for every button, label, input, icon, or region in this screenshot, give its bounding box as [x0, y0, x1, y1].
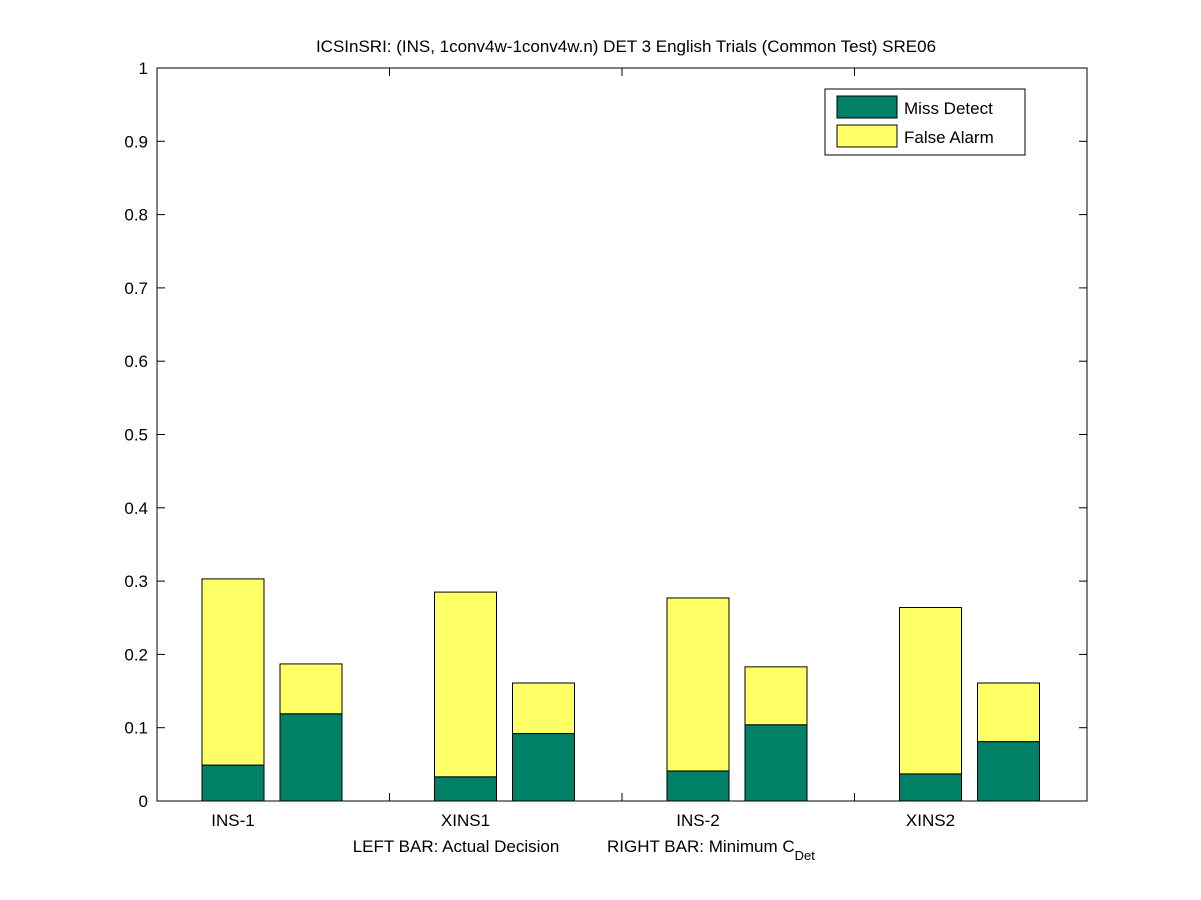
bar-minimum-false-alarm — [744, 666, 808, 726]
bar-actual-miss-detect — [201, 764, 265, 802]
y-tick-label: 0.8 — [124, 206, 148, 225]
bar-actual-false-alarm — [434, 591, 497, 778]
bar-minimum-false-alarm — [977, 682, 1040, 743]
y-tick-label: 0.5 — [124, 426, 148, 445]
bar-minimum-false-alarm — [279, 663, 343, 715]
bar-minimum-miss-detect — [279, 713, 343, 802]
x-axis-label-left: LEFT BAR: Actual Decision — [353, 837, 560, 856]
bar-minimum-miss-detect — [977, 741, 1040, 802]
x-tick-label: INS-1 — [211, 811, 254, 830]
y-tick-label: 0.7 — [124, 279, 148, 298]
legend-swatch-miss-detect — [836, 95, 898, 119]
legend-swatch-false-alarm — [836, 124, 898, 148]
y-tick-label: 1 — [139, 59, 148, 78]
y-tick-label: 0.2 — [124, 645, 148, 664]
bar-actual-miss-detect — [666, 770, 730, 802]
y-tick-label: 0.3 — [124, 572, 148, 591]
bar-actual-miss-detect — [899, 773, 962, 802]
legend-label-miss-detect: Miss Detect — [904, 99, 993, 118]
y-tick-label: 0 — [139, 792, 148, 811]
bar-actual-false-alarm — [899, 606, 962, 775]
x-tick-label: XINS1 — [441, 811, 490, 830]
bar-minimum-miss-detect — [744, 724, 808, 802]
y-tick-label: 0.6 — [124, 352, 148, 371]
plot-frame — [156, 67, 1088, 802]
bars — [201, 578, 1040, 802]
bar-actual-miss-detect — [434, 776, 497, 802]
x-axis-label-right-sub: Det — [795, 848, 816, 863]
x-tick-label: INS-2 — [676, 811, 719, 830]
legend-label-false-alarm: False Alarm — [904, 128, 994, 147]
x-axis-label-right-main: RIGHT BAR: Minimum C — [607, 837, 795, 856]
bar-actual-false-alarm — [201, 578, 265, 766]
bar-minimum-false-alarm — [512, 682, 575, 735]
chart-title: ICSInSRI: (INS, 1conv4w-1conv4w.n) DET 3… — [316, 37, 936, 56]
y-tick-label: 0.1 — [124, 719, 148, 738]
y-tick-label: 0.9 — [124, 132, 148, 151]
bar-minimum-miss-detect — [512, 733, 575, 802]
ticks: 0 0.1 0.2 0.3 0.4 0.5 0.6 0.7 0.8 0.9 1 — [124, 59, 1087, 811]
x-tick-labels: INS-1 XINS1 INS-2 XINS2 — [211, 811, 955, 830]
x-axis-label-right: RIGHT BAR: Minimum CDet — [607, 837, 815, 863]
x-tick-label: XINS2 — [906, 811, 955, 830]
legend: Miss Detect False Alarm — [824, 88, 1026, 156]
y-tick-label: 0.4 — [124, 499, 148, 518]
bar-actual-false-alarm — [666, 597, 730, 772]
